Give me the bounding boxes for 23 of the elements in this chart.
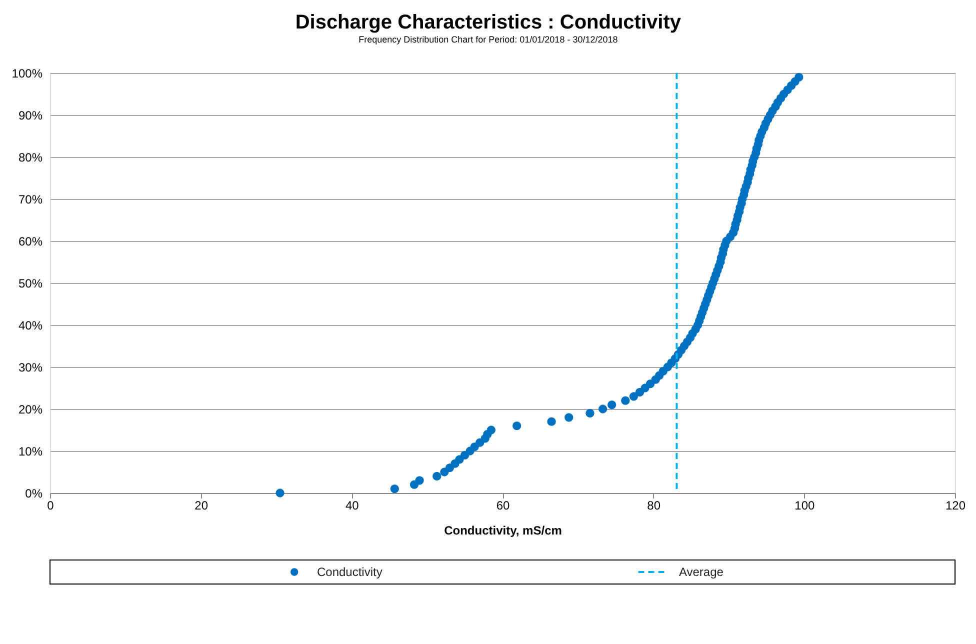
chart-subtitle: Frequency Distribution Chart for Period: 01/01/2018 - 30/12/2018 — [358, 34, 618, 44]
y-tick-label: 50% — [18, 276, 43, 290]
x-tick-label: 60 — [496, 498, 510, 512]
y-tick-label: 30% — [18, 360, 43, 374]
y-tick-label: 100% — [12, 66, 43, 80]
y-tick-label: 10% — [18, 444, 43, 458]
y-tick-label: 20% — [18, 402, 43, 416]
legend-label: Average — [678, 565, 724, 579]
y-tick-label: 90% — [18, 108, 43, 122]
y-tick-label: 80% — [18, 150, 43, 164]
x-tick-label: 100 — [794, 498, 815, 512]
x-axis-title: Conductivity, mS/cm — [444, 524, 562, 538]
x-tick-label: 20 — [194, 498, 208, 512]
x-tick-label: 80 — [647, 498, 661, 512]
y-tick-label: 0% — [25, 486, 43, 500]
x-tick-label: 0 — [47, 498, 54, 512]
chart-title: Discharge Characteristics : Conductivity — [295, 12, 682, 34]
legend-label: Conductivity — [316, 565, 382, 579]
y-tick-label: 70% — [18, 192, 43, 206]
y-tick-label: 60% — [18, 234, 43, 248]
y-tick-label: 40% — [18, 318, 43, 332]
x-tick-label: 120 — [945, 498, 966, 512]
x-tick-label: 40 — [345, 498, 360, 512]
